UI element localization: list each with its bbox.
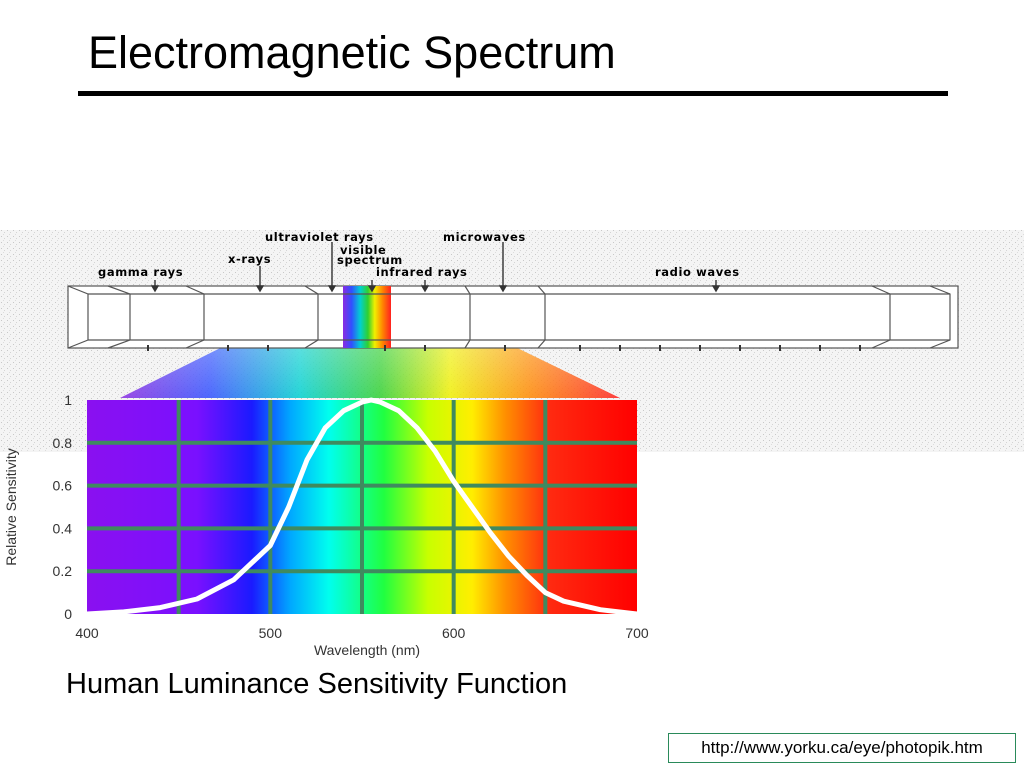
luminance-sensitivity-chart: 0 0.2 0.4 0.6 0.8 1 400 500 600 700 Wavelength (… <box>3 392 649 658</box>
spectrum-tube <box>67 285 959 349</box>
gridlines <box>87 400 637 614</box>
x-tick-label: 700 <box>625 625 649 641</box>
y-tick-label: 0 <box>64 606 72 622</box>
luminance-curve <box>84 397 640 617</box>
label-visible: visible <box>340 243 386 257</box>
label-radio-waves: radio waves <box>655 265 740 279</box>
chart-caption: Human Luminance Sensitivity Function <box>66 668 568 700</box>
y-tick-label: 1 <box>64 392 72 408</box>
y-tick-label: 0.8 <box>53 435 73 451</box>
label-gamma-rays: gamma rays <box>98 265 183 279</box>
slide-title: Electromagnetic Spectrum <box>88 27 616 78</box>
y-tick-labels: 0 0.2 0.4 0.6 0.8 1 <box>53 392 73 622</box>
x-tick-labels: 400 500 600 700 <box>75 625 649 641</box>
label-x-rays: x-rays <box>228 252 271 266</box>
x-axis-label: Wavelength (nm) <box>314 642 420 658</box>
y-axis-label: Relative Sensitivity <box>3 448 19 566</box>
x-tick-label: 600 <box>442 625 466 641</box>
y-tick-label: 0.4 <box>53 520 73 536</box>
label-infrared-rays: infrared rays <box>376 265 468 279</box>
title-rule <box>78 91 948 96</box>
label-ultraviolet-rays: ultraviolet rays <box>265 230 374 244</box>
visible-slice <box>343 286 391 348</box>
source-link[interactable]: http://www.yorku.ca/eye/photopik.htm <box>668 733 1016 763</box>
y-tick-label: 0.6 <box>53 478 73 494</box>
label-microwaves: microwaves <box>443 230 526 244</box>
label-spectrum: spectrum <box>337 253 403 267</box>
y-tick-label: 0.2 <box>53 563 73 579</box>
x-tick-label: 500 <box>259 625 283 641</box>
x-tick-label: 400 <box>75 625 99 641</box>
